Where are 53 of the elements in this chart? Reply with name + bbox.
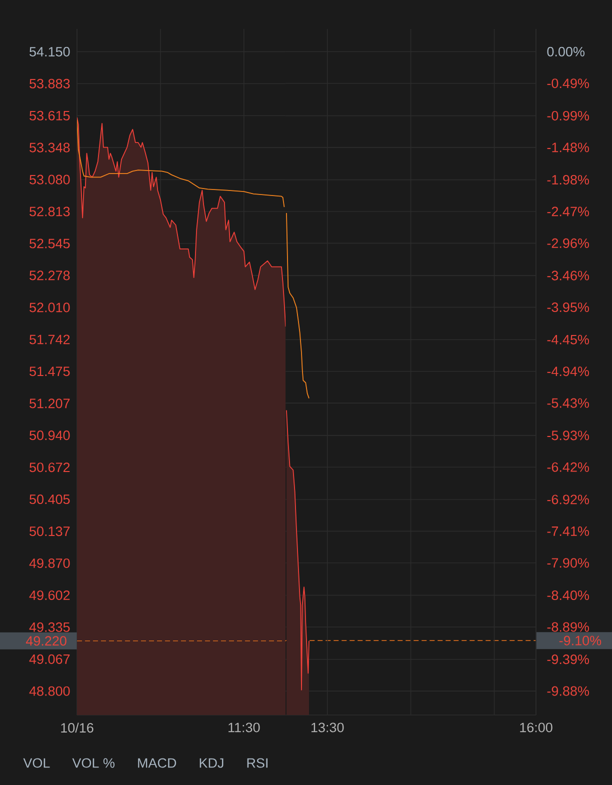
y2-tick-label: -8.40% — [547, 590, 589, 600]
y2-tick-label: -7.41% — [547, 526, 589, 536]
y-tick-label: 49.870 — [29, 558, 70, 568]
y-tick-label: 52.278 — [30, 270, 70, 280]
y-tick-label: 50.137 — [30, 526, 70, 536]
y2-tick-label: -2.96% — [547, 238, 589, 248]
y-tick-label: 54.150 — [30, 46, 70, 56]
y-tick-label: 53.883 — [30, 78, 70, 88]
y2-tick-label: -0.99% — [547, 110, 589, 120]
y-tick-label: 53.615 — [30, 110, 70, 120]
y-tick-label: 52.010 — [30, 302, 70, 312]
y-tick-label: 51.207 — [30, 398, 70, 408]
y-tick-label: 52.545 — [30, 238, 70, 248]
y-tick-label: 53.080 — [30, 174, 70, 184]
y2-tick-label: -5.93% — [547, 430, 589, 440]
x-tick-label: 16:00 — [520, 722, 552, 732]
text: VOL — [23, 758, 50, 768]
y-tick-label: 51.475 — [30, 366, 70, 376]
y-tick-label: 50.940 — [30, 430, 70, 440]
y2-tick-label: -1.98% — [547, 175, 589, 185]
y-tick-label: 51.742 — [30, 334, 70, 344]
text: KDJ — [200, 758, 224, 768]
y-tick-label: 52.813 — [30, 206, 70, 216]
y2-tick-label: -3.95% — [547, 302, 589, 312]
y-tick-label: 49.067 — [29, 654, 70, 664]
y2-tick-label: -8.89% — [547, 622, 589, 632]
y-tick-label: 49.602 — [29, 590, 70, 600]
text: MACD — [138, 758, 176, 768]
y2-tick-label: -6.42% — [547, 462, 589, 472]
x-tick-label: 10/16 — [61, 722, 94, 733]
y-tick-label: 48.800 — [29, 686, 70, 696]
y2-tick-label: -1.48% — [547, 142, 589, 152]
ref-line-label: -9.10% — [559, 636, 602, 646]
y2-tick-label: 0.00% — [547, 46, 584, 56]
ref-line-label: 49.220 — [26, 636, 66, 646]
text: VOL % — [72, 758, 114, 768]
y-tick-label: 49.335 — [29, 622, 70, 632]
y-tick-label: 50.672 — [30, 462, 70, 472]
y-tick-label: 53.348 — [30, 142, 70, 152]
y2-tick-label: -6.92% — [547, 494, 589, 504]
y2-tick-label: -3.46% — [547, 270, 589, 280]
y2-tick-label: -0.49% — [547, 78, 589, 88]
y-tick-label: 50.405 — [30, 494, 70, 504]
y2-tick-label: -7.90% — [547, 558, 589, 568]
text: RSI — [247, 758, 268, 768]
x-tick-label: 11:30 — [228, 722, 260, 732]
y2-tick-label: -5.43% — [547, 398, 589, 408]
x-tick-label: 13:30 — [312, 722, 344, 732]
y2-tick-label: -9.39% — [547, 654, 589, 664]
y2-tick-label: -4.94% — [547, 366, 589, 376]
y2-tick-label: -4.45% — [547, 334, 589, 344]
y2-tick-label: -9.88% — [547, 686, 589, 696]
y2-tick-label: -2.47% — [547, 206, 589, 216]
